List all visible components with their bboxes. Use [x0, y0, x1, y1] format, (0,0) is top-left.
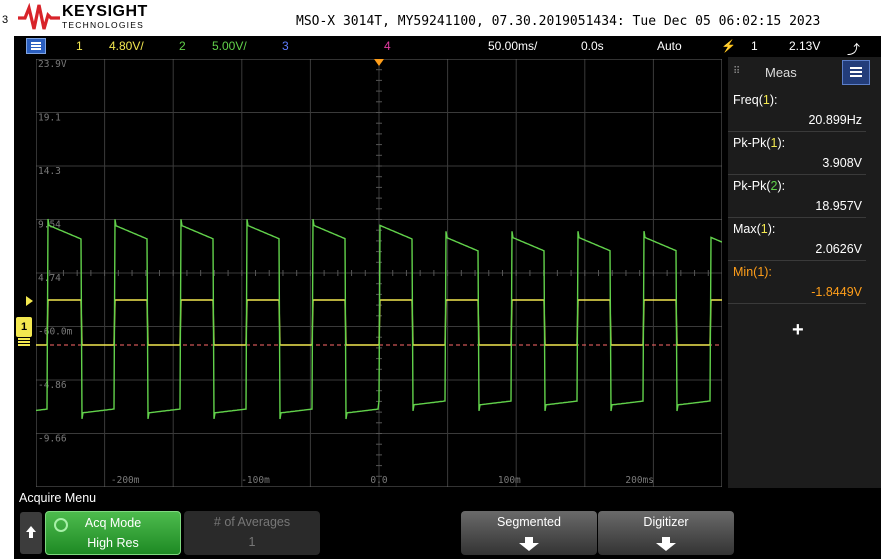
acq-mode-value: High Res [87, 536, 139, 550]
softkey-bar: Acquire Menu Acq Mode High Res # of Aver… [14, 488, 881, 559]
status-bar: 1 4.80V/ 2 5.00V/ 3 4 50.00ms/ 0.0s Auto… [14, 36, 881, 57]
brand-text: KEYSIGHT TECHNOLOGIES [62, 3, 148, 30]
meas-label: Min(1): [733, 265, 772, 279]
submenu-arrow-icon [653, 537, 679, 551]
ch1-ground-marker[interactable]: 1 [16, 317, 32, 337]
ground-symbol-icon [18, 338, 30, 340]
meas-label: Pk-Pk(1): [733, 136, 786, 150]
measurement-panel: ⠿ Meas Freq(1): 20.899Hz Pk-Pk(1): 3.908V Pk… [728, 57, 881, 488]
graticule: 23.9V19.114.39.544.74-60.0m-4.86-9.66-20… [36, 59, 722, 487]
trigger-slope-icon: ⤴ [847, 42, 861, 57]
acq-mode-button[interactable]: Acq Mode High Res [45, 511, 181, 555]
main-menu-icon[interactable] [26, 38, 46, 54]
meas-item[interactable]: Pk-Pk(2): 18.957V [728, 175, 866, 218]
ch2-number[interactable]: 2 [179, 39, 186, 53]
x-axis-label: 200ms [625, 475, 654, 486]
ch2-scale[interactable]: 5.00V/ [212, 39, 247, 53]
device-info: MSO-X 3014T, MY59241100, 07.30.201905143… [296, 14, 821, 29]
x-axis-label: -200m [111, 475, 140, 486]
meas-header[interactable]: ⠿ Meas [728, 57, 838, 87]
trigger-source[interactable]: 1 [751, 39, 758, 53]
meas-label: Max(1): [733, 222, 776, 236]
ch1-scale[interactable]: 4.80V/ [109, 39, 144, 53]
timebase[interactable]: 50.00ms/ [488, 39, 538, 53]
meas-item[interactable]: Min(1): -1.8449V [728, 261, 866, 304]
trigger-edge-icon: ⚡ [721, 39, 736, 53]
delay[interactable]: 0.0s [581, 39, 604, 53]
meas-value: -1.8449V [811, 285, 862, 299]
back-button[interactable] [20, 512, 42, 554]
acq-mode-label: Acq Mode [84, 516, 142, 530]
submenu-arrow-icon [516, 537, 542, 551]
meas-title: Meas [765, 65, 797, 80]
edge-mark: 3 [2, 14, 9, 26]
x-axis-label: 100m [498, 475, 521, 486]
averages-value: 1 [248, 535, 256, 549]
brand-sub: TECHNOLOGIES [62, 20, 144, 30]
meas-value: 18.957V [815, 199, 862, 213]
y-axis-label: -4.86 [38, 380, 67, 391]
meas-item[interactable]: Freq(1): 20.899Hz [728, 89, 866, 132]
segmented-button[interactable]: Segmented [461, 511, 597, 555]
meas-value: 2.0626V [815, 242, 862, 256]
left-edge: 3 [0, 0, 14, 559]
add-measurement-icon[interactable]: + [792, 319, 804, 341]
y-axis-label: 4.74 [38, 273, 61, 284]
segmented-label: Segmented [497, 515, 561, 529]
meas-value: 3.908V [822, 156, 862, 170]
digitizer-button[interactable]: Digitizer [598, 511, 734, 555]
ch3-number[interactable]: 3 [282, 39, 289, 53]
x-axis-label: -100m [241, 475, 270, 486]
x-axis-label: 0.0 [370, 475, 387, 486]
meas-item[interactable]: Max(1): 2.0626V [728, 218, 866, 261]
trigger-mode[interactable]: Auto [657, 39, 682, 53]
brand-name: KEYSIGHT [62, 3, 148, 20]
trigger-position-icon [374, 59, 384, 66]
drag-handle-icon[interactable]: ⠿ [733, 66, 742, 77]
ch4-number[interactable]: 4 [384, 39, 391, 53]
ch1-number[interactable]: 1 [76, 39, 83, 53]
averages-label: # of Averages [213, 515, 291, 529]
trigger-level-marker[interactable] [26, 296, 33, 306]
meas-menu-icon[interactable] [842, 60, 870, 85]
meas-value: 20.899Hz [808, 113, 862, 127]
keysight-logo [18, 3, 60, 30]
digitizer-label: Digitizer [643, 515, 689, 529]
ch2-waveform [36, 218, 722, 420]
averages-button: # of Averages 1 [184, 511, 320, 555]
y-axis-label: 14.3 [38, 166, 61, 177]
y-axis-label: 23.9V [38, 59, 67, 70]
meas-item[interactable]: Pk-Pk(1): 3.908V [728, 132, 866, 175]
y-axis-label: -9.66 [38, 434, 67, 445]
meas-label: Pk-Pk(2): [733, 179, 786, 193]
trigger-level[interactable]: 2.13V [789, 39, 821, 53]
meas-label: Freq(1): [733, 93, 778, 107]
knob-icon [54, 518, 68, 532]
y-axis-label: 19.1 [38, 113, 61, 124]
menu-title: Acquire Menu [19, 491, 97, 505]
y-axis-label: -60.0m [38, 327, 73, 338]
